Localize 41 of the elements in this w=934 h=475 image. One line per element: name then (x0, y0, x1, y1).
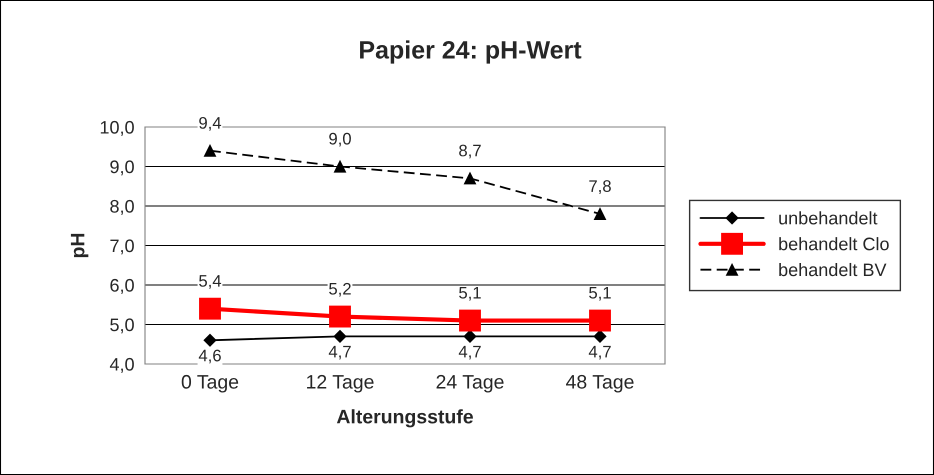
data-label: 5,4 (199, 275, 222, 289)
x-tick-label: 24 Tage (436, 374, 504, 393)
legend-label: unbehandelt (779, 211, 878, 224)
data-label: 5,1 (459, 287, 481, 301)
point (589, 310, 611, 332)
chart-title: Papier 24: pH-Wert (360, 40, 582, 64)
y-tick-label: 5,0 (110, 318, 134, 334)
data-label: 5,2 (329, 282, 351, 297)
legend-label: behandelt BV (779, 262, 886, 276)
y-tick-label: 10,0 (100, 120, 134, 136)
point (334, 160, 346, 173)
y-tick-label: 4,0 (110, 358, 134, 373)
data-label: 4,7 (588, 346, 611, 360)
point (464, 172, 476, 184)
y-tick-label: 8,0 (110, 200, 134, 215)
legend-label: behandelt Clo (779, 237, 889, 250)
point (329, 306, 351, 328)
data-label: 4,7 (328, 346, 351, 360)
data-label: 5,1 (589, 287, 611, 301)
point (334, 330, 346, 343)
point (594, 330, 606, 343)
data-label: 8,7 (459, 144, 481, 158)
point (204, 144, 216, 157)
y-tick-label: 9,0 (110, 160, 134, 176)
data-label: 7,8 (589, 180, 611, 194)
point (464, 330, 476, 343)
point (204, 334, 216, 347)
point (199, 298, 221, 320)
x-tick-label: 48 Tage (566, 374, 634, 393)
data-label: 4,7 (458, 346, 481, 360)
x-tick-label: 12 Tage (307, 374, 374, 393)
data-label: 9,4 (199, 116, 222, 131)
x-tick-label: 0 Tage (182, 374, 238, 393)
y-tick-label: 7,0 (110, 239, 134, 254)
x-axis-title: Alterungsstufe (336, 409, 473, 428)
data-label: 9,0 (329, 132, 351, 147)
y-axis-title: pH (70, 234, 88, 258)
point (459, 310, 481, 332)
data-label: 4,6 (198, 350, 221, 364)
point (594, 208, 606, 220)
y-tick-label: 6,0 (110, 278, 134, 294)
